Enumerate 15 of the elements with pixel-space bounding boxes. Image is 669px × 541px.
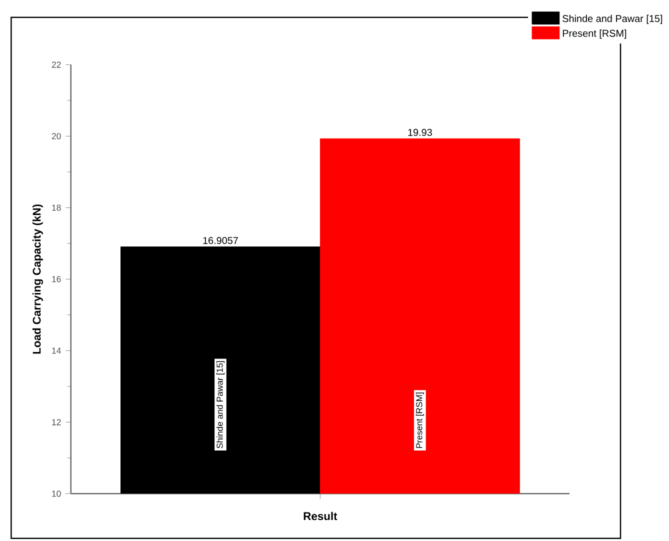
y-tick-label: 10: [52, 490, 61, 497]
legend-label: Shinde and Pawar [15]: [562, 14, 662, 24]
y-tick-label: 20: [52, 133, 61, 140]
y-tick-label: 14: [52, 348, 61, 354]
y-tick-label: 12: [52, 419, 61, 426]
y-axis-title: Load Carrying Capacity (kN): [32, 204, 43, 354]
y-tick-label: 22: [52, 62, 61, 68]
text: Present [RSM]: [416, 392, 424, 448]
x-axis-title: Result: [304, 512, 338, 520]
y-tick-label: 18: [52, 204, 61, 211]
data-label: 16.9057: [203, 237, 238, 244]
data-label: 19.93: [408, 128, 432, 136]
text: Shinde and Pawar [15]: [216, 361, 225, 448]
y-tick-label: 16: [52, 276, 61, 282]
legend-label: Present [RSM]: [562, 30, 626, 39]
